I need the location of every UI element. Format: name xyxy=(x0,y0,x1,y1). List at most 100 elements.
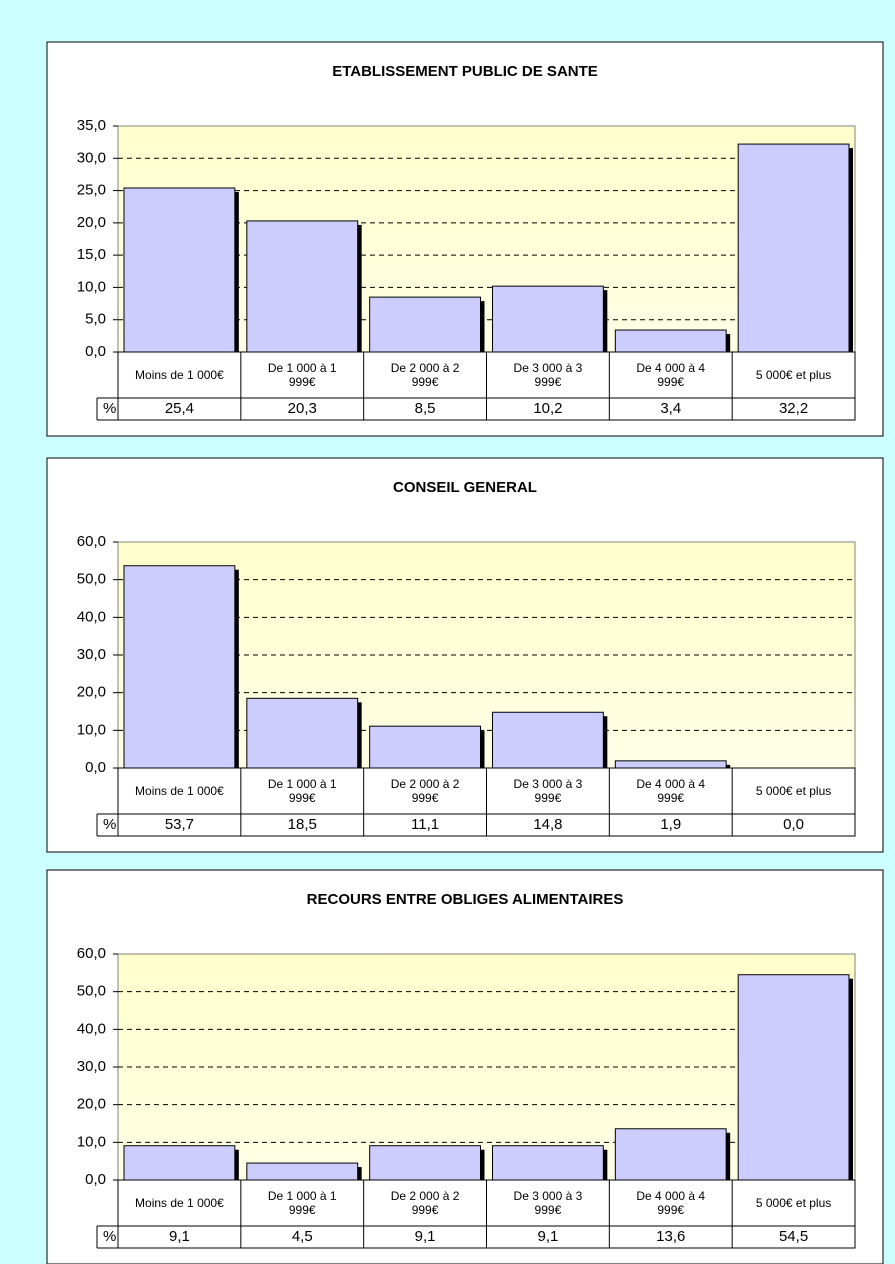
data-label: 9,1 xyxy=(169,1228,190,1245)
x-tick-label: De 2 000 à 2 999€ xyxy=(390,361,460,389)
x-tick-label: De 2 000 à 2 999€ xyxy=(390,777,460,805)
x-tick-label-cell: Moins de 1 000€ xyxy=(118,1180,241,1226)
bar xyxy=(369,296,481,353)
x-tick-label-box: De 3 000 à 3 999€ xyxy=(487,352,610,398)
data-label: 10,2 xyxy=(533,400,562,417)
x-tick-label-cell: De 2 000 à 2 999€ xyxy=(364,352,487,398)
x-tick-label-box: De 2 000 à 2 999€ xyxy=(364,352,487,398)
y-tick-label: 40,0 xyxy=(77,1020,106,1037)
chart-title: ETABLISSEMENT PUBLIC DE SANTE xyxy=(332,63,598,80)
x-tick-label-box: 5 000€ et plus xyxy=(755,368,832,382)
y-tick-label: 30,0 xyxy=(77,1058,106,1075)
y-tick-label: 0,0 xyxy=(85,343,106,360)
x-tick-label-box: De 4 000 à 4 999€ xyxy=(609,1180,732,1226)
x-tick-label-cell: De 4 000 à 4 999€ xyxy=(609,768,732,814)
bar xyxy=(737,143,850,353)
x-tick-label: 5 000€ et plus xyxy=(755,784,832,798)
x-tick-label-box: De 4 000 à 4 999€ xyxy=(609,352,732,398)
data-label: 0,0 xyxy=(783,816,804,833)
data-label: 9,1 xyxy=(537,1228,558,1245)
y-tick-label: 35,0 xyxy=(77,117,106,134)
bar xyxy=(492,711,604,769)
x-tick-label: De 3 000 à 3 999€ xyxy=(513,1189,583,1217)
y-tick-label: 30,0 xyxy=(77,646,106,663)
x-tick-label: De 1 000 à 1 999€ xyxy=(267,777,337,805)
data-label: 18,5 xyxy=(288,816,317,833)
plot-area xyxy=(117,125,856,353)
x-tick-label: 5 000€ et plus xyxy=(755,368,832,382)
data-label: 4,5 xyxy=(292,1228,313,1245)
data-label: 3,4 xyxy=(660,400,681,417)
bar xyxy=(246,220,359,353)
bar xyxy=(246,1162,359,1181)
bar xyxy=(614,329,727,353)
y-tick-label: 10,0 xyxy=(77,721,106,738)
x-tick-label-box: De 1 000 à 1 999€ xyxy=(241,1180,364,1226)
x-tick-label: 5 000€ et plus xyxy=(755,1196,832,1210)
x-tick-label-box: De 3 000 à 3 999€ xyxy=(487,1180,610,1226)
bar xyxy=(614,1128,727,1181)
x-tick-label-cell: Moins de 1 000€ xyxy=(118,352,241,398)
chart-title: CONSEIL GENERAL xyxy=(393,479,537,496)
y-tick-label: 20,0 xyxy=(77,214,106,231)
x-tick-label-box: De 4 000 à 4 999€ xyxy=(609,768,732,814)
x-tick-label-box: 5 000€ et plus xyxy=(732,768,855,814)
series-name: % xyxy=(103,400,116,417)
y-tick-label: 50,0 xyxy=(77,983,106,1000)
y-tick-label: 40,0 xyxy=(77,608,106,625)
x-tick-label-cell: De 4 000 à 4 999€ xyxy=(609,352,732,398)
x-tick-label-cell: De 4 000 à 4 999€ xyxy=(609,1180,732,1226)
data-label: 8,5 xyxy=(415,400,436,417)
x-tick-label: De 4 000 à 4 999€ xyxy=(636,777,706,805)
x-tick-label-cell: De 1 000 à 1 999€ xyxy=(241,1180,364,1226)
y-tick-label: 0,0 xyxy=(85,759,106,776)
data-label: 32,2 xyxy=(779,400,808,417)
x-tick-label: Moins de 1 000€ xyxy=(135,368,224,382)
x-tick-label: Moins de 1 000€ xyxy=(135,1196,224,1210)
data-label: 1,9 xyxy=(660,816,681,833)
x-tick-label: De 2 000 à 2 999€ xyxy=(390,1189,460,1217)
y-tick-label: 60,0 xyxy=(77,945,106,962)
x-tick-label-box: De 1 000 à 1 999€ xyxy=(241,768,364,814)
y-tick-label: 20,0 xyxy=(77,1096,106,1113)
bar xyxy=(737,974,850,1181)
data-label: 53,7 xyxy=(165,816,194,833)
x-tick-label-cell: Moins de 1 000€ xyxy=(118,768,241,814)
x-tick-label: De 3 000 à 3 999€ xyxy=(513,777,583,805)
x-tick-label-cell: De 3 000 à 3 999€ xyxy=(487,768,610,814)
chart-title: RECOURS ENTRE OBLIGES ALIMENTAIRES xyxy=(307,891,624,908)
y-tick-label: 50,0 xyxy=(77,571,106,588)
x-tick-label-box: Moins de 1 000€ xyxy=(118,768,241,814)
y-tick-label: 20,0 xyxy=(77,684,106,701)
x-tick-label-box: 5 000€ et plus xyxy=(755,1196,832,1210)
data-label: 11,1 xyxy=(411,816,439,833)
x-tick-label-cell: De 3 000 à 3 999€ xyxy=(487,352,610,398)
data-label: 54,5 xyxy=(779,1228,808,1245)
y-tick-label: 10,0 xyxy=(77,278,106,295)
bar xyxy=(369,1145,481,1181)
x-tick-label-cell: 5 000€ et plus xyxy=(732,768,855,814)
x-tick-label-cell: De 2 000 à 2 999€ xyxy=(364,768,487,814)
data-label: 9,1 xyxy=(415,1228,436,1245)
data-label: 20,3 xyxy=(288,400,317,417)
bar xyxy=(246,697,359,769)
data-label: 25,4 xyxy=(165,400,194,417)
data-label: 14,8 xyxy=(533,816,562,833)
x-tick-label-cell: De 1 000 à 1 999€ xyxy=(241,352,364,398)
bar xyxy=(123,187,236,353)
x-tick-label: De 1 000 à 1 999€ xyxy=(267,361,337,389)
x-tick-label-cell: De 1 000 à 1 999€ xyxy=(241,768,364,814)
y-tick-label: 25,0 xyxy=(77,182,106,199)
data-label: 13,6 xyxy=(656,1228,685,1245)
y-tick-label: 0,0 xyxy=(85,1171,106,1188)
bar xyxy=(492,285,604,353)
y-tick-label: 30,0 xyxy=(77,149,106,166)
x-tick-label: De 3 000 à 3 999€ xyxy=(513,361,583,389)
x-tick-label: De 4 000 à 4 999€ xyxy=(636,361,706,389)
series-name: % xyxy=(103,816,116,833)
x-tick-label-cell: De 3 000 à 3 999€ xyxy=(487,1180,610,1226)
x-tick-label-box: Moins de 1 000€ xyxy=(118,352,241,398)
y-tick-label: 10,0 xyxy=(77,1133,106,1150)
y-tick-label: 15,0 xyxy=(77,246,106,263)
